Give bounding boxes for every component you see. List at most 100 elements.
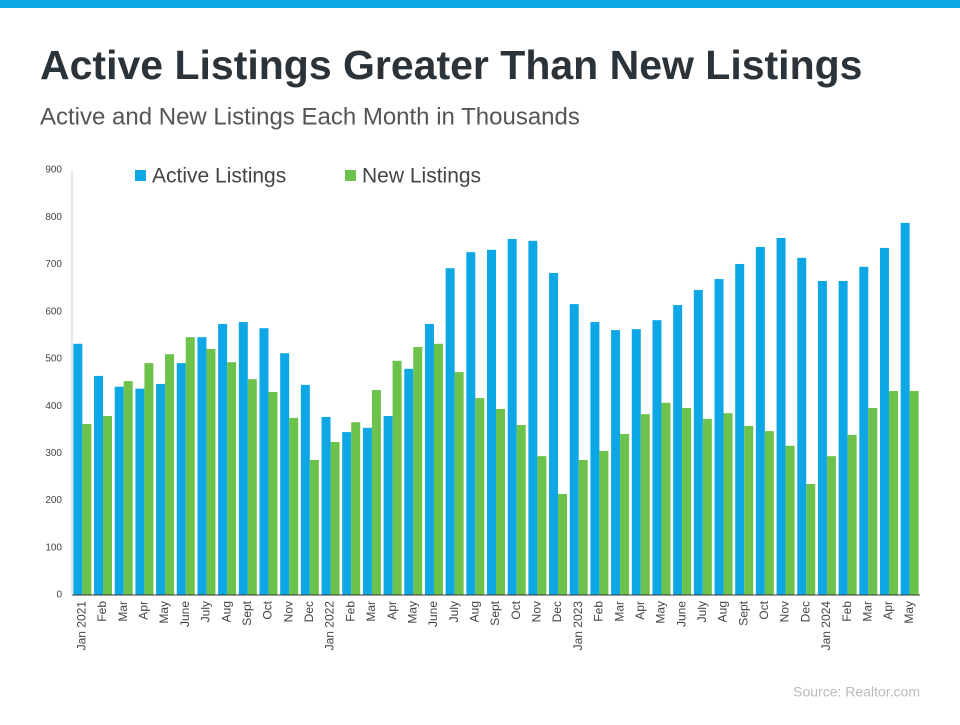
x-tick-label: Oct	[509, 600, 523, 619]
x-tick-label: Mar	[116, 601, 130, 622]
bar	[879, 247, 889, 595]
bar	[247, 379, 257, 595]
bar	[528, 240, 538, 596]
x-tick-label: Apr	[881, 601, 895, 620]
bar	[156, 383, 166, 595]
x-tick-label: Nov	[530, 601, 544, 622]
bar	[909, 391, 919, 595]
x-tick-label: Jan 2024	[819, 601, 833, 651]
x-tick-label: July	[447, 601, 461, 622]
legend-swatch	[135, 170, 146, 181]
bar	[351, 422, 361, 595]
bar	[487, 249, 496, 596]
x-tick-label: Jan 2023	[571, 601, 585, 651]
x-tick-label: Oct	[757, 600, 771, 619]
bar	[309, 459, 319, 595]
x-tick-label: Dec	[550, 601, 564, 622]
bar	[516, 425, 526, 595]
bar	[764, 431, 774, 595]
bar	[496, 408, 505, 595]
bar	[206, 348, 216, 595]
x-tick-label: Sept	[240, 600, 254, 625]
bar	[413, 347, 423, 595]
x-tick-label: May	[157, 601, 171, 624]
bar	[569, 304, 579, 595]
y-tick-label: 900	[45, 165, 62, 176]
bar	[383, 416, 393, 595]
bar	[661, 402, 671, 595]
bar	[507, 238, 517, 595]
bar	[735, 263, 745, 595]
bar	[300, 384, 310, 595]
x-tick-label: July	[695, 601, 709, 622]
bar	[714, 279, 724, 595]
bar	[640, 414, 650, 595]
x-tick-label: Apr	[137, 601, 151, 620]
bar	[197, 337, 207, 595]
bar	[826, 456, 836, 595]
bar	[776, 238, 786, 595]
bar	[723, 413, 733, 595]
x-tick-label: Apr	[385, 601, 399, 620]
bar	[466, 252, 476, 595]
bar	[82, 424, 92, 595]
x-tick-label: Jan 2022	[323, 601, 337, 651]
bar	[475, 398, 485, 595]
x-tick-label: Aug	[219, 601, 233, 622]
y-tick-label: 0	[56, 590, 62, 601]
x-tick-label: Dec	[798, 601, 812, 622]
x-tick-label: Feb	[840, 601, 854, 622]
x-tick-label: Mar	[860, 601, 874, 622]
bar	[673, 305, 683, 595]
x-tick-label: Feb	[343, 601, 357, 622]
bar	[392, 360, 402, 595]
bar	[454, 372, 464, 595]
bar	[218, 323, 228, 595]
bar	[362, 427, 372, 595]
x-tick-label: Jan 2021	[75, 601, 89, 651]
bar	[371, 390, 381, 595]
x-tick-label: Nov	[281, 601, 295, 622]
bar	[268, 391, 278, 595]
bar	[445, 268, 455, 595]
bar	[176, 363, 186, 595]
bar	[185, 337, 195, 595]
x-tick-label: Feb	[95, 601, 109, 622]
bar	[702, 418, 712, 595]
bar	[103, 416, 113, 595]
y-tick-label: 600	[45, 306, 62, 317]
y-tick-label: 300	[45, 448, 62, 459]
x-tick-label: June	[178, 601, 192, 627]
bar	[611, 330, 621, 595]
bar	[537, 456, 547, 595]
y-tick-label: 400	[45, 401, 62, 412]
bar	[868, 408, 878, 595]
chart-title: Active Listings Greater Than New Listing…	[40, 42, 862, 88]
x-tick-label: July	[199, 601, 213, 622]
bar	[73, 343, 83, 595]
x-tick-label: Oct	[261, 600, 275, 619]
y-tick-label: 700	[45, 259, 62, 270]
bar	[817, 280, 827, 595]
x-tick-label: Sept	[488, 600, 502, 625]
bar	[755, 246, 765, 595]
bar	[838, 280, 848, 595]
bar	[94, 375, 104, 595]
x-tick-label: Nov	[778, 601, 792, 622]
x-tick-label: Aug	[716, 601, 730, 622]
bar	[404, 368, 414, 595]
top-band	[0, 0, 960, 8]
source: Source: Realtor.com	[793, 684, 920, 700]
y-tick-label: 100	[45, 542, 62, 553]
x-tick-label: Dec	[302, 601, 316, 622]
x-tick-label: Feb	[592, 601, 606, 622]
x-tick-label: June	[426, 601, 440, 627]
bar	[123, 381, 133, 595]
bar	[114, 386, 124, 595]
bar	[847, 434, 857, 595]
x-tick-label: Apr	[633, 601, 647, 620]
bar	[165, 354, 175, 595]
x-tick-label: June	[674, 601, 688, 627]
x-tick-label: Aug	[467, 601, 481, 622]
